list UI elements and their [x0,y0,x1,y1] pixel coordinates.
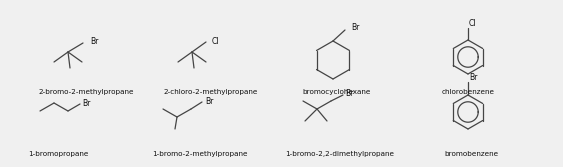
Text: Br: Br [82,99,91,108]
Text: Br: Br [205,97,213,106]
Text: Br: Br [351,24,359,33]
Text: bromobenzene: bromobenzene [444,151,498,157]
Text: Cl: Cl [469,20,476,29]
Text: 2-bromo-2-methylpropane: 2-bromo-2-methylpropane [38,89,133,95]
Text: chlorobenzene: chlorobenzene [442,89,495,95]
Text: Br: Br [345,90,354,99]
Text: 2-chloro-2-methylpropane: 2-chloro-2-methylpropane [163,89,257,95]
Text: 1-bromo-2-methylpropane: 1-bromo-2-methylpropane [152,151,248,157]
Text: 1-bromopropane: 1-bromopropane [28,151,88,157]
Text: Br: Br [90,38,99,46]
Text: 1-bromo-2,2-dimethylpropane: 1-bromo-2,2-dimethylpropane [285,151,394,157]
Text: Cl: Cl [212,37,220,45]
Text: bromocyclohexane: bromocyclohexane [302,89,370,95]
Text: Br: Br [469,73,477,82]
